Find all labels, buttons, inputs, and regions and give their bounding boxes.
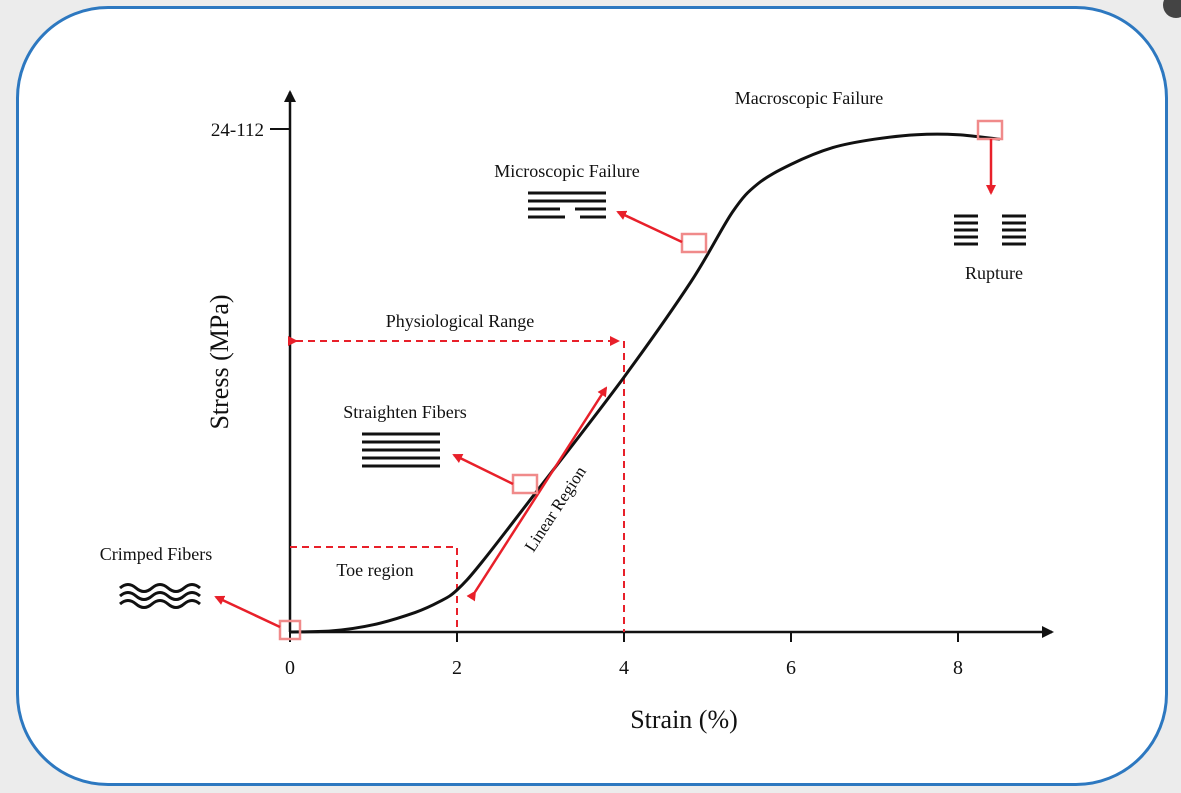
x-ticks: 0 2 4 6 8 (285, 632, 963, 679)
x-axis-title: Strain (%) (630, 705, 738, 734)
marker-crimped (278, 619, 302, 641)
x-tick-label: 4 (619, 657, 629, 679)
macroscopic-failure-label: Macroscopic Failure (735, 88, 883, 108)
x-tick-label: 2 (452, 657, 462, 679)
x-tick-label: 6 (786, 657, 796, 679)
y-axis-title: Stress (MPa) (205, 294, 234, 429)
marker-microscopic (680, 232, 708, 254)
crimped-fibers-icon (119, 583, 201, 609)
crimped-arrow (214, 595, 281, 629)
linear-region-label: Linear Region (521, 462, 590, 555)
stress-strain-curve (289, 132, 1000, 634)
y-tick-label: 24-112 (211, 120, 264, 141)
toe-region-label: Toe region (336, 560, 413, 580)
straighten-fibers-label: Straighten Fibers (343, 402, 467, 422)
microscopic-arrow (616, 210, 683, 244)
x-tick-label: 0 (285, 657, 295, 679)
straighten-arrow (452, 453, 514, 486)
straighten-fibers-icon (362, 432, 440, 468)
microscopic-failure-label: Microscopic Failure (494, 161, 639, 181)
microscopic-failure-icon (528, 191, 606, 219)
corner-dot (1163, 0, 1181, 18)
crimped-fibers-label: Crimped Fibers (100, 544, 213, 564)
physiological-range-label: Physiological Range (386, 311, 534, 331)
rupture-label: Rupture (965, 263, 1023, 283)
rupture-icon (954, 214, 1026, 246)
x-tick-label: 8 (953, 657, 963, 679)
linear-region-arrow (466, 386, 608, 602)
marker-straighten (511, 473, 539, 495)
